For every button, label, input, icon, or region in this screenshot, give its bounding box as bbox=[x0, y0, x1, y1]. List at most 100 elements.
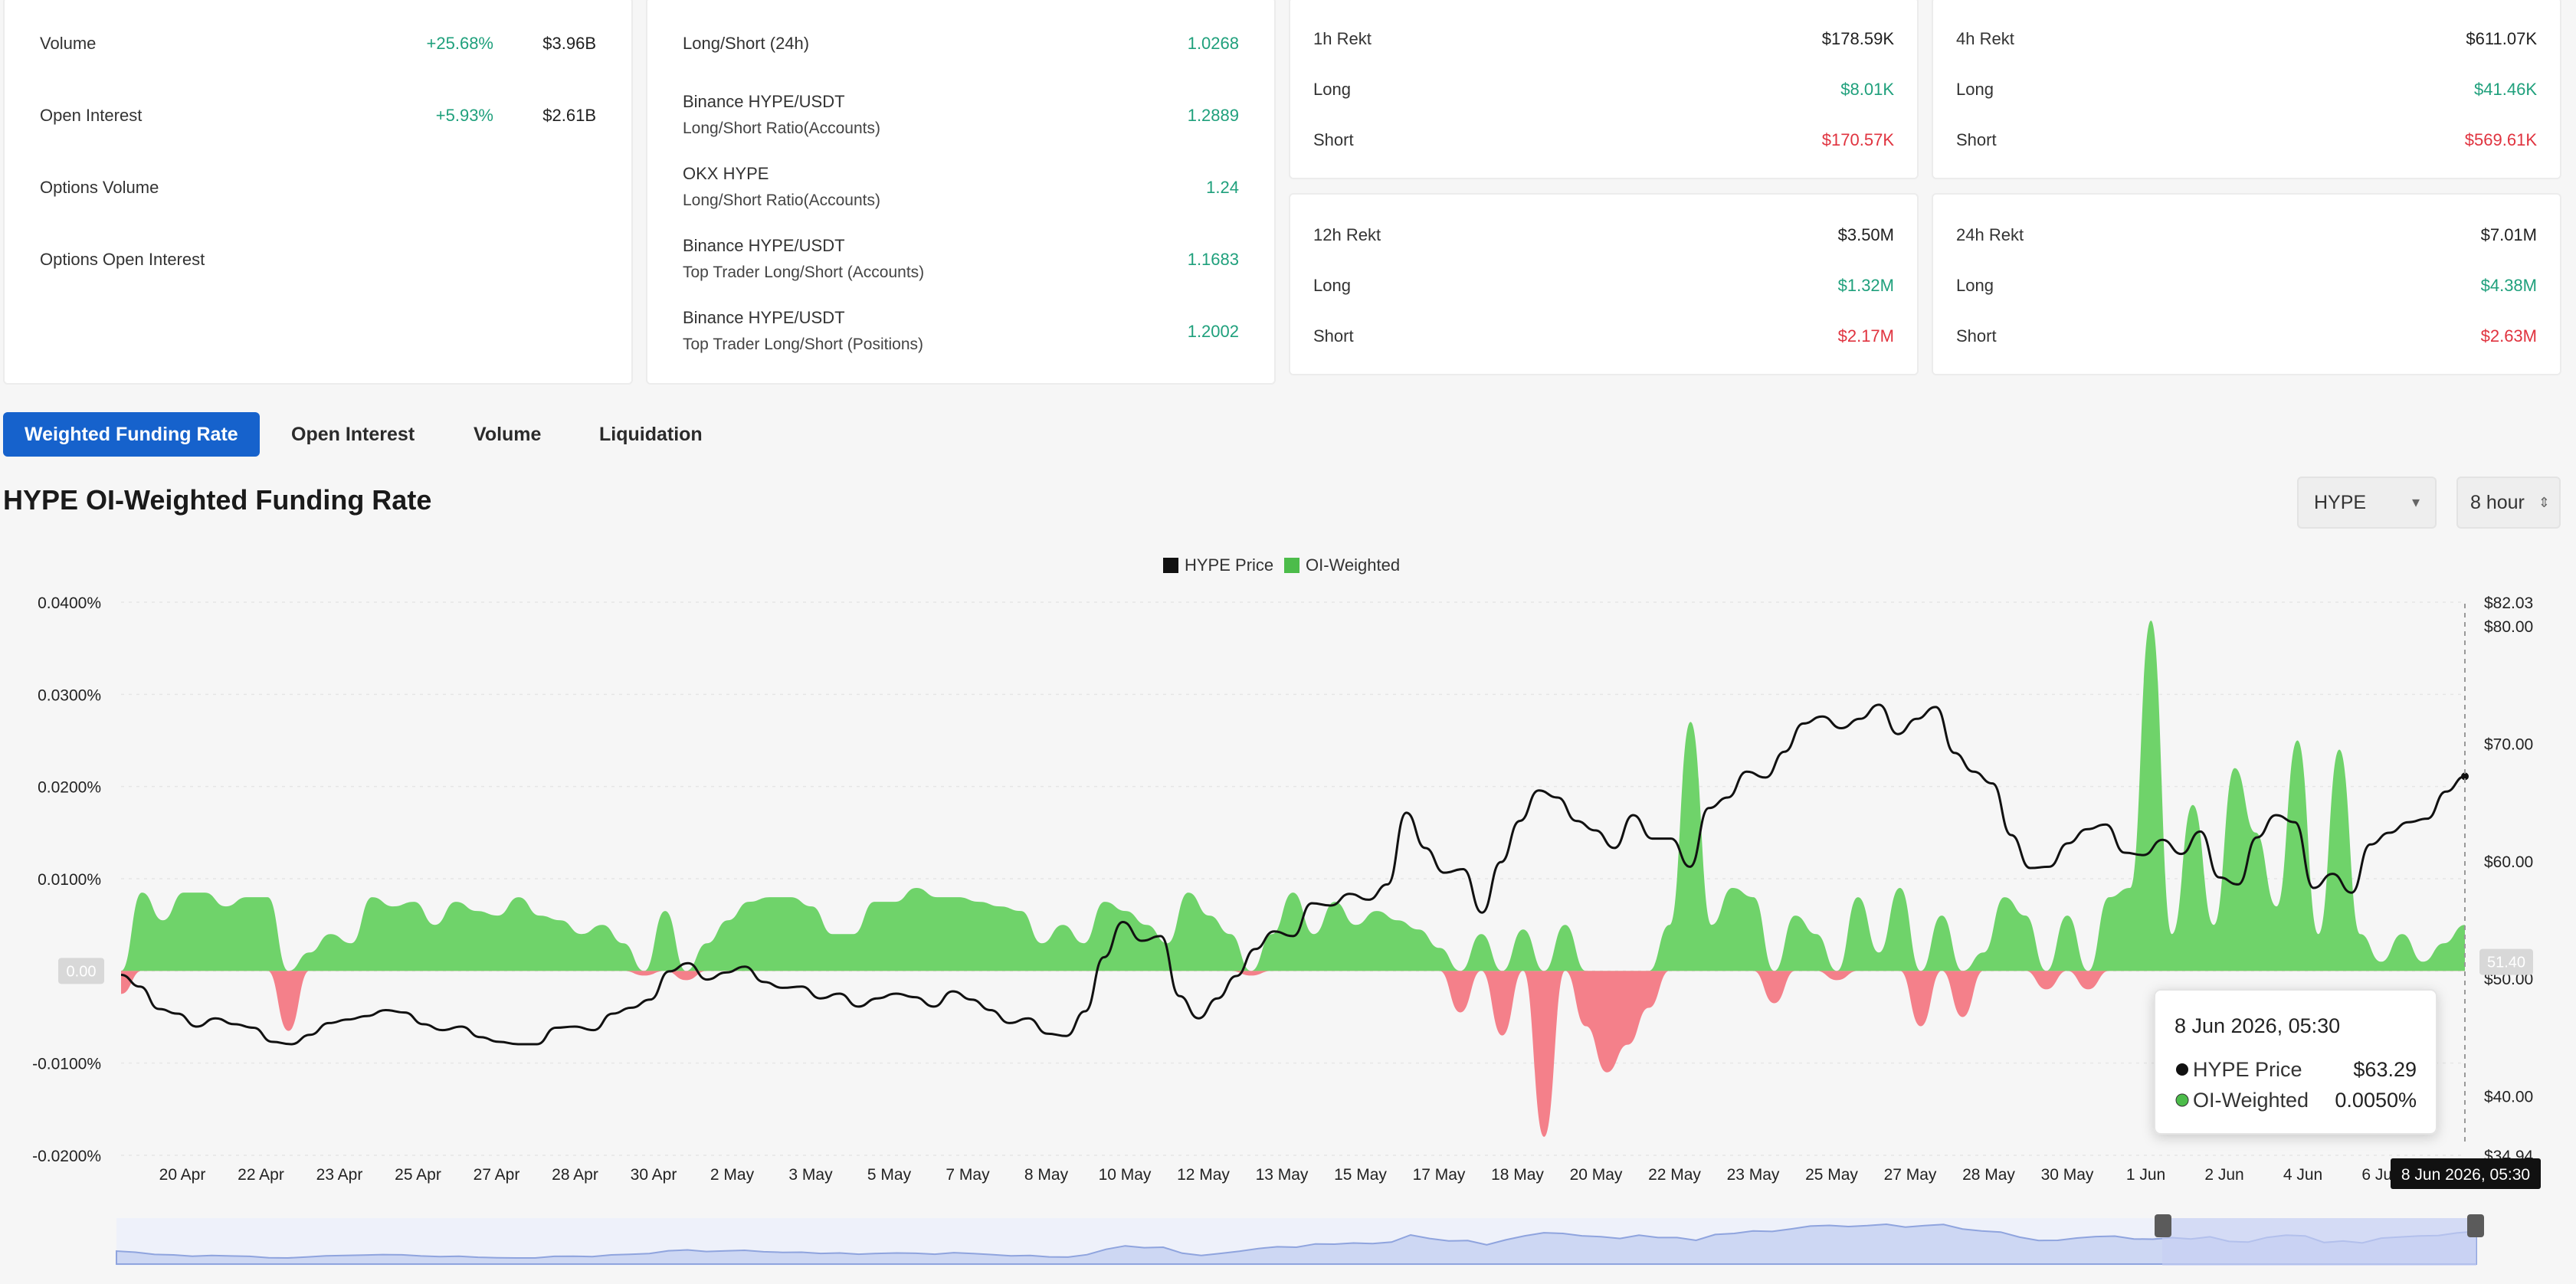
left-axis-tick-label: -0.0200% bbox=[32, 1148, 101, 1165]
tab-liquidation[interactable]: Liquidation bbox=[599, 424, 703, 445]
tooltip-oi-value: 0.0050% bbox=[2335, 1089, 2417, 1112]
funding-rate-chart: HYPE Price OI-Weighted 0.0400% 0.0300% 0.0… bbox=[0, 536, 2576, 1284]
symbol-select-value: HYPE bbox=[2314, 492, 2367, 513]
rekt-long: $8.01K bbox=[1840, 80, 1894, 99]
ratio-value: 1.24 bbox=[1206, 178, 1239, 197]
right-axis-marker-label: 51.40 bbox=[2487, 955, 2525, 971]
x-axis-tick-label: 18 May bbox=[1491, 1166, 1544, 1184]
right-axis-ticks: $82.03$80.00$70.00$60.00$50.00$40.00$34.… bbox=[2484, 595, 2534, 1165]
right-axis-tick-label: $80.00 bbox=[2484, 618, 2533, 636]
rekt-short: $2.63M bbox=[2480, 326, 2537, 346]
x-axis-tick-label: 20 May bbox=[1570, 1166, 1623, 1184]
navigator-handle-left[interactable] bbox=[2155, 1214, 2171, 1237]
x-axis-tick-label: 15 May bbox=[1334, 1166, 1387, 1184]
ratio-label: Binance HYPE/USDT bbox=[683, 92, 845, 111]
chart-tooltip: 8 Jun 2026, 05:30 HYPE Price $63.29 OI-W… bbox=[2154, 989, 2437, 1135]
tooltip-price-dot bbox=[2176, 1063, 2188, 1076]
left-axis-tick-label: -0.0100% bbox=[32, 1056, 101, 1073]
ratio-value: 1.2002 bbox=[1187, 322, 1239, 341]
rekt-card-24h: 24h Rekt $7.01M Long $4.38M Short $2.63M bbox=[1932, 193, 2561, 375]
x-axis-tick-label: 30 Apr bbox=[631, 1166, 677, 1184]
navigator-handle-right[interactable] bbox=[2467, 1214, 2484, 1237]
tooltip-price-value: $63.29 bbox=[2353, 1058, 2417, 1081]
legend-swatch-price bbox=[1163, 558, 1178, 573]
x-axis-tick-label: 23 May bbox=[1727, 1166, 1780, 1184]
tab-volume[interactable]: Volume bbox=[474, 424, 542, 445]
right-axis-tick-label: $50.00 bbox=[2484, 971, 2533, 988]
rekt-card-1h: 1h Rekt $178.59K Long $8.01K Short $170.… bbox=[1289, 0, 1919, 179]
zero-axis-label: 0.00 bbox=[67, 963, 97, 980]
funding-rate-chart-svg: HYPE Price OI-Weighted 0.0400%0.0300%0.0… bbox=[32, 555, 2541, 1266]
rekt-total: $178.59K bbox=[1821, 29, 1894, 48]
ratio-value: 1.0268 bbox=[1187, 34, 1239, 53]
rekt-long: $4.38M bbox=[2480, 276, 2537, 295]
market-label: Options Volume bbox=[40, 178, 159, 197]
funding-negative-area bbox=[121, 971, 2465, 1137]
x-axis-ticks: 20 Apr 22 Apr 23 Apr 25 Apr 27 Apr 28 Apr 30 A… bbox=[159, 1166, 2401, 1184]
market-change: +25.68% bbox=[426, 34, 493, 53]
x-axis-tick-label: 2 Jun bbox=[2204, 1166, 2243, 1184]
grid-lines bbox=[121, 601, 2465, 1156]
tab-weighted-funding-rate[interactable]: Weighted Funding Rate bbox=[3, 412, 260, 457]
right-axis-tick-label: $82.03 bbox=[2484, 595, 2533, 612]
right-axis-marker: 51.40 bbox=[2479, 948, 2533, 975]
legend-swatch-oi bbox=[1284, 558, 1299, 573]
x-axis-tick-label: 8 May bbox=[1024, 1166, 1069, 1184]
x-axis-tick-label: 28 May bbox=[1962, 1166, 2015, 1184]
x-axis-tick-label: 27 May bbox=[1884, 1166, 1937, 1184]
interval-select-value: 8 hour bbox=[2470, 492, 2525, 513]
tooltip-time: 8 Jun 2026, 05:30 bbox=[2175, 1014, 2340, 1037]
rekt-title: 24h Rekt bbox=[1956, 225, 2024, 244]
market-label: Volume bbox=[40, 34, 97, 53]
x-axis-tick-label: 30 May bbox=[2041, 1166, 2094, 1184]
tooltip-price-label: HYPE Price bbox=[2193, 1058, 2302, 1081]
market-label: Open Interest bbox=[40, 106, 143, 125]
caret-down-icon: ▾ bbox=[2411, 494, 2420, 511]
market-label: Options Open Interest bbox=[40, 250, 205, 269]
rekt-long: $41.46K bbox=[2474, 80, 2537, 99]
rekt-long-label: Long bbox=[1956, 80, 1994, 99]
tab-open-interest[interactable]: Open Interest bbox=[291, 424, 415, 445]
x-axis-tick-label: 22 Apr bbox=[238, 1166, 284, 1184]
sort-updown-icon: ⇕ bbox=[2538, 495, 2550, 510]
rekt-long-label: Long bbox=[1313, 276, 1351, 295]
funding-area-layer bbox=[121, 621, 2465, 1137]
zero-axis-pill: 0.00 bbox=[58, 958, 104, 984]
rekt-card-4h: 4h Rekt $611.07K Long $41.46K Short $569… bbox=[1932, 0, 2561, 179]
tooltip-oi-label: OI-Weighted bbox=[2193, 1089, 2309, 1112]
rekt-total: $3.50M bbox=[1837, 225, 1894, 244]
navigator-selection[interactable] bbox=[2162, 1218, 2476, 1266]
chart-title: HYPE OI-Weighted Funding Rate bbox=[3, 484, 432, 516]
rekt-long-label: Long bbox=[1313, 80, 1351, 99]
funding-positive-area bbox=[121, 621, 2465, 971]
x-axis-tick-label: 1 Jun bbox=[2126, 1166, 2165, 1184]
x-axis-tick-label: 10 May bbox=[1099, 1166, 1152, 1184]
x-axis-tick-label: 12 May bbox=[1177, 1166, 1230, 1184]
market-change: +5.93% bbox=[435, 106, 493, 125]
x-axis-tick-label: 7 May bbox=[946, 1166, 990, 1184]
x-axis-tick-label: 4 Jun bbox=[2283, 1166, 2322, 1184]
right-axis-tick-label: $40.00 bbox=[2484, 1088, 2533, 1105]
rekt-short: $170.57K bbox=[1821, 130, 1894, 149]
x-axis-tick-label: 25 May bbox=[1805, 1166, 1858, 1184]
crosshair-date-label: 8 Jun 2026, 05:30 bbox=[2391, 1158, 2541, 1189]
rekt-title: 1h Rekt bbox=[1313, 29, 1372, 48]
x-axis-tick-label: 17 May bbox=[1413, 1166, 1466, 1184]
symbol-select[interactable]: HYPE ▾ bbox=[2297, 477, 2437, 529]
x-axis-tick-label: 22 May bbox=[1648, 1166, 1701, 1184]
ratio-value: 1.2889 bbox=[1187, 106, 1239, 125]
right-axis-tick-label: $60.00 bbox=[2484, 853, 2533, 871]
left-axis-tick-label: 0.0400% bbox=[38, 595, 101, 612]
tooltip-box bbox=[2154, 989, 2437, 1135]
left-axis-tick-label: 0.0200% bbox=[38, 779, 101, 797]
ratio-sublabel: Long/Short Ratio(Accounts) bbox=[683, 120, 880, 137]
interval-select[interactable]: 8 hour ⇕ bbox=[2456, 477, 2561, 529]
rekt-long-label: Long bbox=[1956, 276, 1994, 295]
price-line-layer bbox=[120, 703, 2469, 1046]
x-axis-tick-label: 2 May bbox=[710, 1166, 755, 1184]
x-axis-tick-label: 25 Apr bbox=[395, 1166, 441, 1184]
range-navigator[interactable] bbox=[116, 1214, 2484, 1266]
market-value: $3.96B bbox=[542, 34, 596, 53]
price-line bbox=[120, 703, 2466, 1046]
x-axis-tick-label: 13 May bbox=[1256, 1166, 1309, 1184]
